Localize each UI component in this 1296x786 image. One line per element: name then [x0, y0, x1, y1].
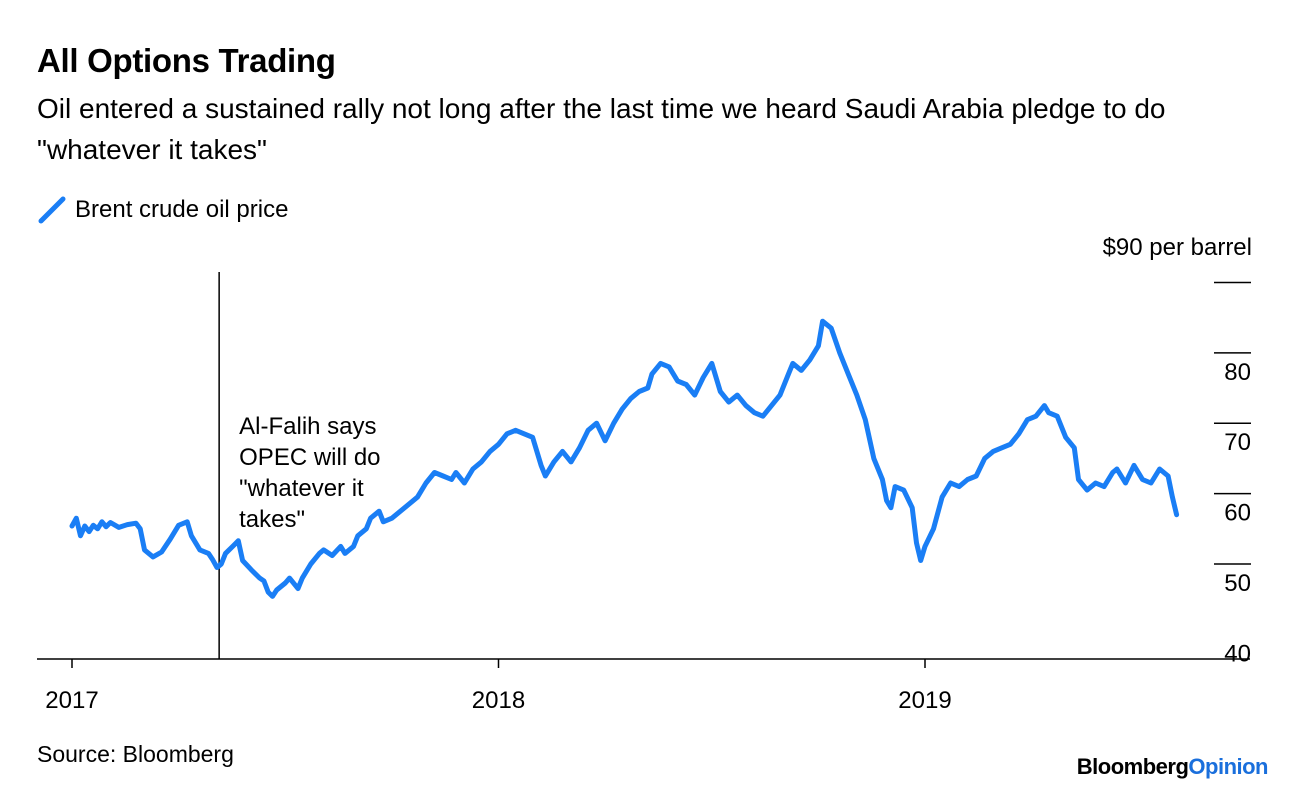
legend-label: Brent crude oil price	[75, 196, 289, 223]
y-tick-label-60: 60	[1224, 500, 1251, 527]
x-tick-label-2017: 2017	[45, 687, 98, 714]
brand-main: Bloomberg	[1076, 754, 1189, 779]
legend-line-icon	[38, 196, 66, 224]
brand-accent: Opinion	[1188, 754, 1268, 779]
y-tick-label-40: 40	[1224, 640, 1251, 667]
chart-title: All Options Trading	[37, 42, 336, 79]
annotation-line-2: OPEC will do	[239, 444, 380, 471]
x-tick-label-2018: 2018	[472, 687, 525, 714]
chart-subtitle: Oil entered a sustained rally not long a…	[37, 93, 1166, 165]
annotation-line-1: Al-Falih says	[239, 413, 376, 440]
y-tick-label-50: 50	[1224, 570, 1251, 597]
source-note: Source: Bloomberg	[37, 741, 234, 767]
series-brent-line	[69, 318, 1180, 599]
annotation-text: Al-Falih says OPEC will do "whatever it tak…	[239, 413, 380, 533]
y-tick-label-70: 70	[1224, 429, 1251, 456]
x-tick-label-2019: 2019	[898, 687, 951, 714]
y-unit-label: $90 per barrel	[1103, 234, 1252, 261]
brand-logo: BloombergOpinion	[1076, 754, 1269, 780]
annotation-line-3: "whatever it	[239, 475, 364, 502]
annotation-line-4: takes"	[239, 506, 305, 533]
y-tick-label-80: 80	[1224, 359, 1251, 386]
legend: Brent crude oil price	[37, 195, 288, 225]
